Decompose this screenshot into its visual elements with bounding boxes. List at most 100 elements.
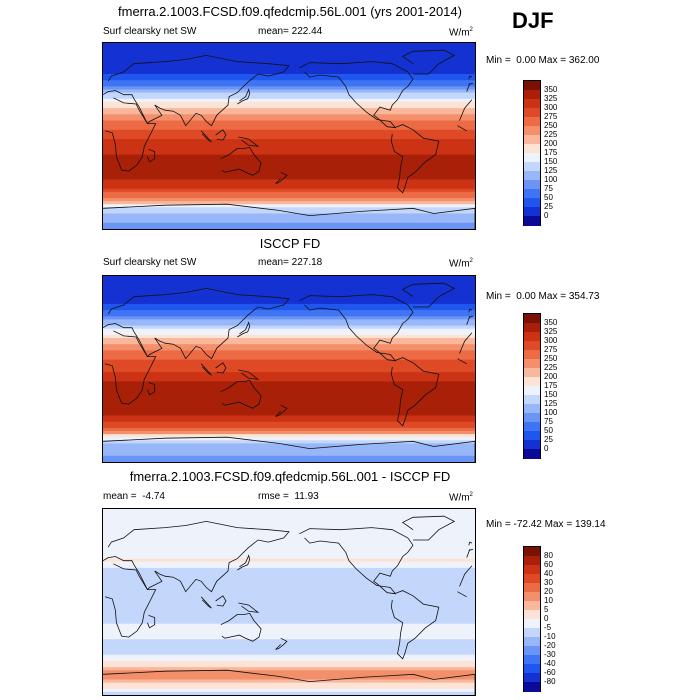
coastline-south-america [390,124,440,194]
heatmap-band [103,378,475,382]
heatmap-band [103,52,475,56]
heatmap-band [103,636,475,640]
heatmap-band [103,58,475,63]
heatmap-band [103,300,475,305]
colorbar-tick-label: -80 [544,677,556,686]
heatmap-band [103,86,475,91]
coastline-madagascar [147,149,156,163]
colorbar-swatch [524,180,540,190]
panel-1-map-svg [103,43,475,229]
panel-2-min-value: 0.00 [516,291,536,302]
colorbar-tick-label: 250 [544,121,558,130]
panel-2-title: ISCCP FD [259,236,321,251]
coastline-new-zealand [275,171,288,184]
coastline-indonesia-sumatra [200,130,212,143]
heatmap-band [103,173,475,177]
coastline-greenland [401,282,456,308]
colorbar-tick-label: 60 [544,560,553,569]
heatmap-band [103,101,475,106]
colorbar-tick-label: 300 [544,336,558,345]
heatmap-band [103,207,475,211]
colorbar-tick-label: 50 [544,426,553,435]
heatmap-band [103,434,475,438]
heatmap-band [103,384,475,389]
colorbar-swatch [524,431,540,441]
panel-1-colorbar: 0 25 50 75 100 125 150 175 200 225 250 275 300 325 350 [523,80,557,226]
colorbar-swatch [524,332,540,342]
heatmap-band [103,586,475,591]
heatmap-band [103,648,475,653]
heatmap-band [103,67,475,72]
coastline-greenland [401,49,456,75]
heatmap-band [103,148,475,153]
heatmap-band [103,421,475,426]
coastline-greenland [401,515,456,541]
panel-2-colorbar: 0 25 50 75 100 125 150 175 200 225 250 275 300 325 350 [523,313,557,459]
colorbar-tick-label: -10 [544,632,556,641]
heatmap-band [103,369,475,373]
heatmap-band [103,455,475,460]
heatmap-band [103,89,475,94]
coastline-eurasia [466,316,471,325]
coastline-japan [237,88,251,105]
heatmap-band [103,400,475,404]
heatmap-band [103,198,475,202]
colorbar-swatch [524,368,540,378]
colorbar-swatch [524,359,540,369]
heatmap-band [103,595,475,600]
heatmap-band [103,512,475,516]
heatmap-band [103,322,475,327]
heatmap-band [103,664,475,668]
heatmap-band [103,310,475,314]
panel-3-rmse: rmse = 11.93 [258,492,319,502]
colorbar-swatch [524,198,540,208]
coastline-eurasia [466,83,471,92]
coastline-eurasia [466,549,471,558]
colorbar-tick-label: 100 [544,175,558,184]
heatmap-band [103,282,475,286]
heatmap-band [103,365,475,370]
colorbar-swatch [524,171,540,181]
colorbar-tick-label: -30 [544,650,556,659]
heatmap-band [103,350,475,355]
colorbar-tick-label: 200 [544,372,558,381]
coastline-new-guinea [238,602,260,613]
colorbar-swatch [524,350,540,360]
heatmap-band [103,440,475,444]
heatmap-band [103,530,475,535]
coastline-uk [468,541,473,546]
heatmap-band [103,341,475,345]
coastline-africa [104,330,157,405]
panel-1-minmax: Min = 0.00 Max = 362.00 [486,56,599,66]
colorbar-tick-label: 175 [544,148,558,157]
heatmap-band [103,393,475,398]
heatmap-band [103,331,475,336]
panel-2-units-sup: 2 [469,258,473,264]
heatmap-band [103,412,475,417]
colorbar-tick-label: 50 [544,193,553,202]
heatmap-band [103,642,475,646]
heatmap-band [103,105,475,109]
colorbar-tick-label: 10 [544,596,553,605]
coastline-new-guinea [238,136,260,147]
heatmap-band [103,427,475,432]
colorbar-swatch [524,341,540,351]
coastline-north-america [299,61,414,129]
colorbar-tick-label: 20 [544,587,553,596]
heatmap-band [103,673,475,677]
colorbar-tick-label: 150 [544,390,558,399]
heatmap-band [103,95,475,100]
heatmap-band [103,515,475,519]
heatmap-band [103,396,475,401]
heatmap-band [103,294,475,299]
heatmap-band [103,188,475,193]
heatmap-band [103,381,475,386]
colorbar-swatch [524,601,540,611]
heatmap-band [103,92,475,97]
heatmap-band [103,688,475,693]
panel-2-mean: mean= 227.18 [258,258,322,268]
colorbar-tick-label: 225 [544,363,558,372]
heatmap-band [103,359,475,364]
heatmap-band [103,204,475,208]
heatmap-band [103,387,475,392]
